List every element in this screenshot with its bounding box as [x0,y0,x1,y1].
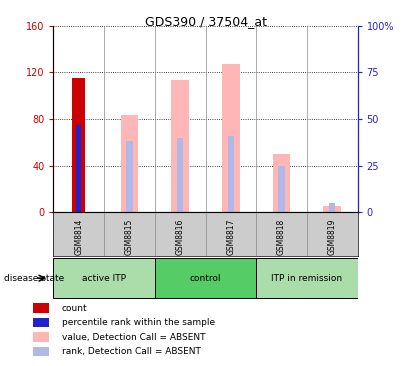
Text: percentile rank within the sample: percentile rank within the sample [62,318,215,327]
Bar [279,165,284,212]
Text: GSM8815: GSM8815 [125,219,134,255]
Bar [155,258,256,298]
Text: GSM8817: GSM8817 [226,219,236,255]
Bar [33,318,49,327]
Bar [76,124,81,212]
Bar [33,303,49,313]
Text: GDS390 / 37504_at: GDS390 / 37504_at [145,15,266,28]
Bar [72,78,85,212]
Bar [120,115,139,212]
Text: rank, Detection Call = ABSENT: rank, Detection Call = ABSENT [62,347,201,356]
Bar [177,138,183,212]
Text: control: control [190,274,221,283]
Text: GSM8818: GSM8818 [277,219,286,255]
Text: GSM8814: GSM8814 [74,219,83,255]
Bar [171,81,189,212]
Bar [329,203,335,212]
Bar [53,258,155,298]
Bar [228,136,234,212]
Bar [33,332,49,341]
Text: ITP in remission: ITP in remission [271,274,342,283]
Bar [256,258,358,298]
Text: disease state: disease state [4,274,65,283]
Bar [272,154,291,212]
Bar [222,64,240,212]
Bar [127,141,132,212]
Text: GSM8816: GSM8816 [175,219,185,255]
Text: count: count [62,303,87,313]
Text: value, Detection Call = ABSENT: value, Detection Call = ABSENT [62,333,205,341]
Bar [323,206,341,212]
Text: GSM8819: GSM8819 [328,219,337,255]
Text: active ITP: active ITP [82,274,126,283]
Bar [33,347,49,356]
